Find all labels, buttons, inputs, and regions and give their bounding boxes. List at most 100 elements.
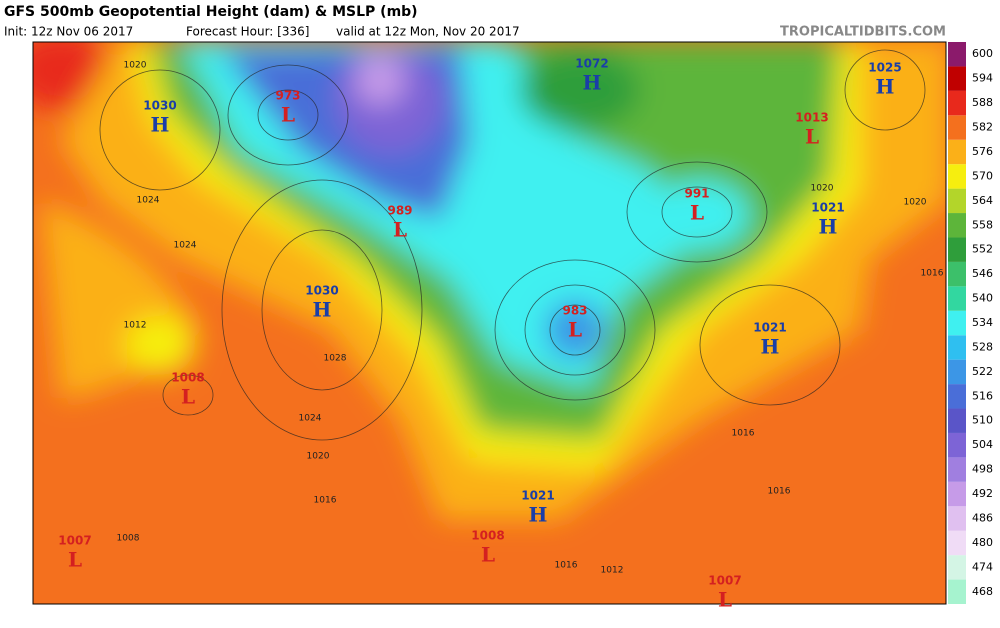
isobar-label: 1020	[811, 184, 834, 194]
colorbar-label: 510	[972, 414, 993, 427]
colorbar-bin	[948, 335, 966, 360]
colorbar-bin	[948, 90, 966, 116]
colorbar-label: 546	[972, 267, 993, 280]
colorbar-bin	[948, 261, 966, 287]
colorbar-label: 558	[972, 218, 993, 231]
center-symbol: L	[481, 543, 495, 567]
isobar-label: 1008	[117, 534, 140, 544]
colorbar-bin	[948, 310, 966, 336]
center-value: 1030	[305, 284, 338, 298]
colorbar-bin	[948, 164, 966, 189]
colorbar-label: 564	[972, 194, 993, 207]
center-symbol: H	[151, 113, 170, 137]
colorbar-bin	[948, 432, 966, 458]
colorbar-bin	[948, 115, 966, 140]
center-value: 1030	[143, 99, 176, 113]
center-symbol: L	[805, 125, 819, 149]
colorbar-label: 480	[972, 536, 993, 549]
center-value: 1007	[58, 534, 91, 548]
site: TROPICALTIDBITS.COM	[780, 25, 946, 40]
colorbar-label: 516	[972, 389, 993, 402]
colorbar-bin	[948, 66, 966, 91]
isobar-label: 1024	[174, 241, 197, 251]
colorbar-label: 474	[972, 560, 993, 573]
colorbar-label: 492	[972, 487, 993, 500]
title: GFS 500mb Geopotential Height (dam) & MS…	[4, 4, 418, 20]
colorbar-bin	[948, 506, 966, 531]
isobar-label: 1024	[299, 414, 322, 424]
center-symbol: L	[690, 201, 704, 225]
center-value: 973	[275, 89, 300, 103]
isobar-label: 1016	[768, 487, 791, 497]
center-value: 983	[562, 304, 587, 318]
colorbar-bin	[948, 139, 966, 165]
colorbar-label: 522	[972, 365, 993, 378]
colorbar-bin	[948, 457, 966, 482]
colorbar-label: 594	[972, 72, 993, 85]
colorbar-label: 528	[972, 340, 993, 353]
center-value: 1072	[575, 57, 608, 71]
isobar-label: 1024	[137, 196, 160, 206]
colorbar-bin	[948, 213, 966, 238]
colorbar-bin	[948, 42, 966, 67]
colorbar-label: 486	[972, 511, 993, 524]
colorbar-label: 576	[972, 145, 993, 158]
colorbar-label: 600	[972, 47, 993, 60]
colorbar-bin	[948, 408, 966, 433]
center-symbol: L	[718, 588, 732, 612]
isobar-label: 1020	[124, 61, 147, 71]
isobar-label: 1016	[314, 496, 337, 506]
colorbar-bin	[948, 555, 966, 580]
colorbar-bin	[948, 579, 966, 604]
colorbar-bin	[948, 188, 966, 214]
center-value: 1021	[753, 321, 786, 335]
center-symbol: L	[68, 548, 82, 572]
isobar-label: 1028	[324, 354, 347, 364]
isobar-label: 1012	[601, 566, 624, 576]
colorbar-label: 570	[972, 169, 993, 182]
center-value: 991	[684, 187, 709, 201]
map	[33, 42, 946, 604]
isobar-label: 1020	[307, 452, 330, 462]
center-symbol: L	[393, 218, 407, 242]
colorbar-label: 582	[972, 121, 993, 134]
colorbar-label: 588	[972, 96, 993, 109]
isobars	[99, 49, 926, 441]
center-value: 1013	[795, 111, 828, 125]
isobar-label: 1016	[921, 269, 944, 279]
init: Init: 12z Nov 06 2017	[4, 25, 133, 39]
valid-time: valid at 12z Mon, Nov 20 2017	[336, 25, 520, 39]
center-symbol: H	[529, 503, 548, 527]
isobar-label: 1016	[732, 429, 755, 439]
center-value: 1021	[811, 201, 844, 215]
map-frame	[32, 41, 947, 605]
center-symbol: H	[761, 335, 780, 359]
isobar-label: 1020	[904, 198, 927, 208]
center-value: 1025	[868, 61, 901, 75]
forecast-hour: Forecast Hour: [336]	[186, 25, 309, 39]
colorbar-label: 468	[972, 585, 993, 598]
center-symbol: H	[583, 71, 602, 95]
center-value: 1008	[171, 371, 204, 385]
colorbar-bin	[948, 237, 966, 262]
colorbar-label: 540	[972, 292, 993, 305]
center-value: 989	[387, 204, 412, 218]
center-value: 1008	[471, 529, 504, 543]
colorbar-bin	[948, 481, 966, 507]
center-symbol: H	[876, 75, 895, 99]
center-symbol: L	[281, 103, 295, 127]
center-symbol: H	[313, 298, 332, 322]
center-value: 1007	[708, 574, 741, 588]
isobar-label: 1012	[124, 321, 147, 331]
colorbar-bin	[948, 286, 966, 311]
center-symbol: L	[181, 385, 195, 409]
colorbar-label: 534	[972, 316, 993, 329]
colorbar-label: 552	[972, 243, 993, 256]
center-symbol: L	[568, 318, 582, 342]
center-value: 1021	[521, 489, 554, 503]
colorbar-label: 498	[972, 463, 993, 476]
isobar-label: 1016	[555, 561, 578, 571]
colorbar-bin	[948, 530, 966, 556]
colorbar-label: 504	[972, 438, 993, 451]
